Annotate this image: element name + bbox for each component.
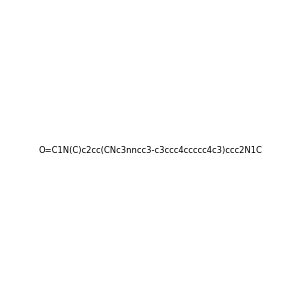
Text: O=C1N(C)c2cc(CNc3nncc3-c3ccc4ccccc4c3)ccc2N1C: O=C1N(C)c2cc(CNc3nncc3-c3ccc4ccccc4c3)cc… [38, 146, 262, 154]
